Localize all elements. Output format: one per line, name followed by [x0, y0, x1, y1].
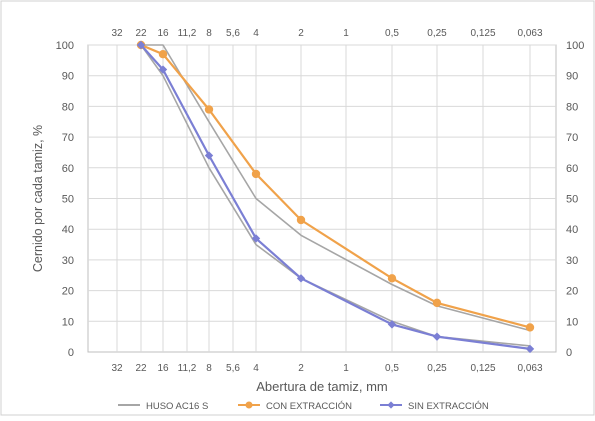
x-tick-label-bottom: 11,2 — [178, 363, 197, 374]
x-tick-label-bottom: 5,6 — [226, 363, 240, 374]
y-tick-label-right: 100 — [566, 40, 584, 52]
x-tick-label-bottom: 32 — [111, 363, 123, 374]
x-tick-label-bottom: 16 — [157, 363, 169, 374]
y-tick-label-right: 70 — [566, 132, 578, 144]
x-tick-label-bottom: 0,25 — [427, 363, 447, 374]
x-tick-label-bottom: 0,125 — [470, 363, 495, 374]
data-point-con-extracci-n — [296, 215, 306, 225]
x-tick-label-bottom: 22 — [135, 363, 147, 374]
y-tick-label-right: 20 — [566, 286, 578, 298]
x-tick-label-top: 32 — [111, 28, 123, 39]
data-point-con-extracci-n — [251, 169, 261, 179]
data-point-con-extracci-n — [387, 274, 397, 283]
x-tick-label-top: 0,063 — [517, 28, 542, 39]
data-point-sin-extracci-n — [251, 234, 261, 243]
data-point-con-extracci-n — [432, 298, 442, 308]
y-tick-label-right: 30 — [566, 255, 578, 267]
x-tick-label-top: 4 — [253, 28, 259, 39]
y-tick-label-left: 20 — [62, 286, 74, 298]
y-tick-label-left: 100 — [56, 40, 74, 52]
x-tick-label-bottom: 4 — [253, 363, 259, 374]
y-tick-label-left: 80 — [62, 101, 74, 113]
data-point-sin-extracci-n — [204, 151, 214, 160]
legend-marker-con-extracci-n — [245, 401, 253, 409]
legend-label-sin-extracci-n: SIN EXTRACCIÓN — [408, 401, 489, 412]
x-tick-label-bottom: 2 — [298, 363, 304, 374]
y-tick-label-right: 80 — [566, 101, 578, 113]
y-tick-label-left: 50 — [62, 194, 74, 206]
y-tick-label-right: 0 — [566, 347, 572, 359]
data-point-con-extracci-n — [158, 50, 168, 59]
x-tick-label-top: 2 — [298, 28, 304, 39]
x-tick-label-bottom: 8 — [206, 363, 212, 374]
data-point-sin-extracci-n — [158, 65, 168, 74]
y-tick-label-left: 60 — [62, 163, 74, 175]
y-tick-label-right: 90 — [566, 71, 578, 83]
x-tick-label-bottom: 0,5 — [385, 363, 399, 374]
y-tick-label-right: 60 — [566, 163, 578, 175]
data-point-sin-extracci-n — [387, 320, 397, 329]
x-axis-title: Abertura de tamiz, mm — [256, 379, 388, 394]
x-tick-label-top: 0,25 — [427, 28, 447, 39]
y-tick-label-left: 0 — [68, 347, 74, 359]
y-tick-label-right: 50 — [566, 194, 578, 206]
y-tick-label-left: 40 — [62, 224, 74, 236]
data-point-con-extracci-n — [204, 105, 214, 114]
data-point-sin-extracci-n — [432, 332, 442, 341]
x-tick-label-top: 22 — [135, 28, 147, 39]
x-tick-label-top: 0,125 — [470, 28, 495, 39]
series-line-con-extracci-n — [140, 43, 531, 329]
y-tick-label-left: 30 — [62, 255, 74, 267]
x-tick-label-top: 16 — [157, 28, 169, 39]
series-line-huso-ac16-s — [141, 44, 531, 332]
series-line-sin-extracci-n — [140, 44, 531, 350]
legend-marker-sin-extracci-n — [387, 401, 395, 409]
x-tick-label-top: 5,6 — [226, 28, 240, 39]
x-tick-label-bottom: 0,063 — [517, 363, 542, 374]
x-tick-label-top: 8 — [206, 28, 212, 39]
y-tick-label-right: 10 — [566, 316, 578, 328]
y-tick-label-left: 90 — [62, 71, 74, 83]
data-point-sin-extracci-n — [525, 344, 535, 354]
legend-label-con-extracci-n: CON EXTRACCIÓN — [266, 401, 352, 412]
data-point-sin-extracci-n — [296, 274, 306, 283]
x-tick-label-top: 1 — [343, 28, 349, 39]
x-tick-label-top: 11,2 — [178, 28, 197, 39]
legend-label-huso-ac16-s: HUSO AC16 S — [146, 401, 208, 412]
y-tick-label-left: 10 — [62, 316, 74, 328]
x-tick-label-bottom: 1 — [343, 363, 349, 374]
y-tick-label-left: 70 — [62, 132, 74, 144]
data-point-sin-extracci-n — [136, 40, 146, 50]
data-point-con-extracci-n — [525, 323, 535, 332]
x-tick-label-top: 0,5 — [385, 28, 399, 39]
y-tick-label-right: 40 — [566, 224, 578, 236]
y-axis-title: Cernido por cada tamiz, % — [31, 125, 45, 272]
